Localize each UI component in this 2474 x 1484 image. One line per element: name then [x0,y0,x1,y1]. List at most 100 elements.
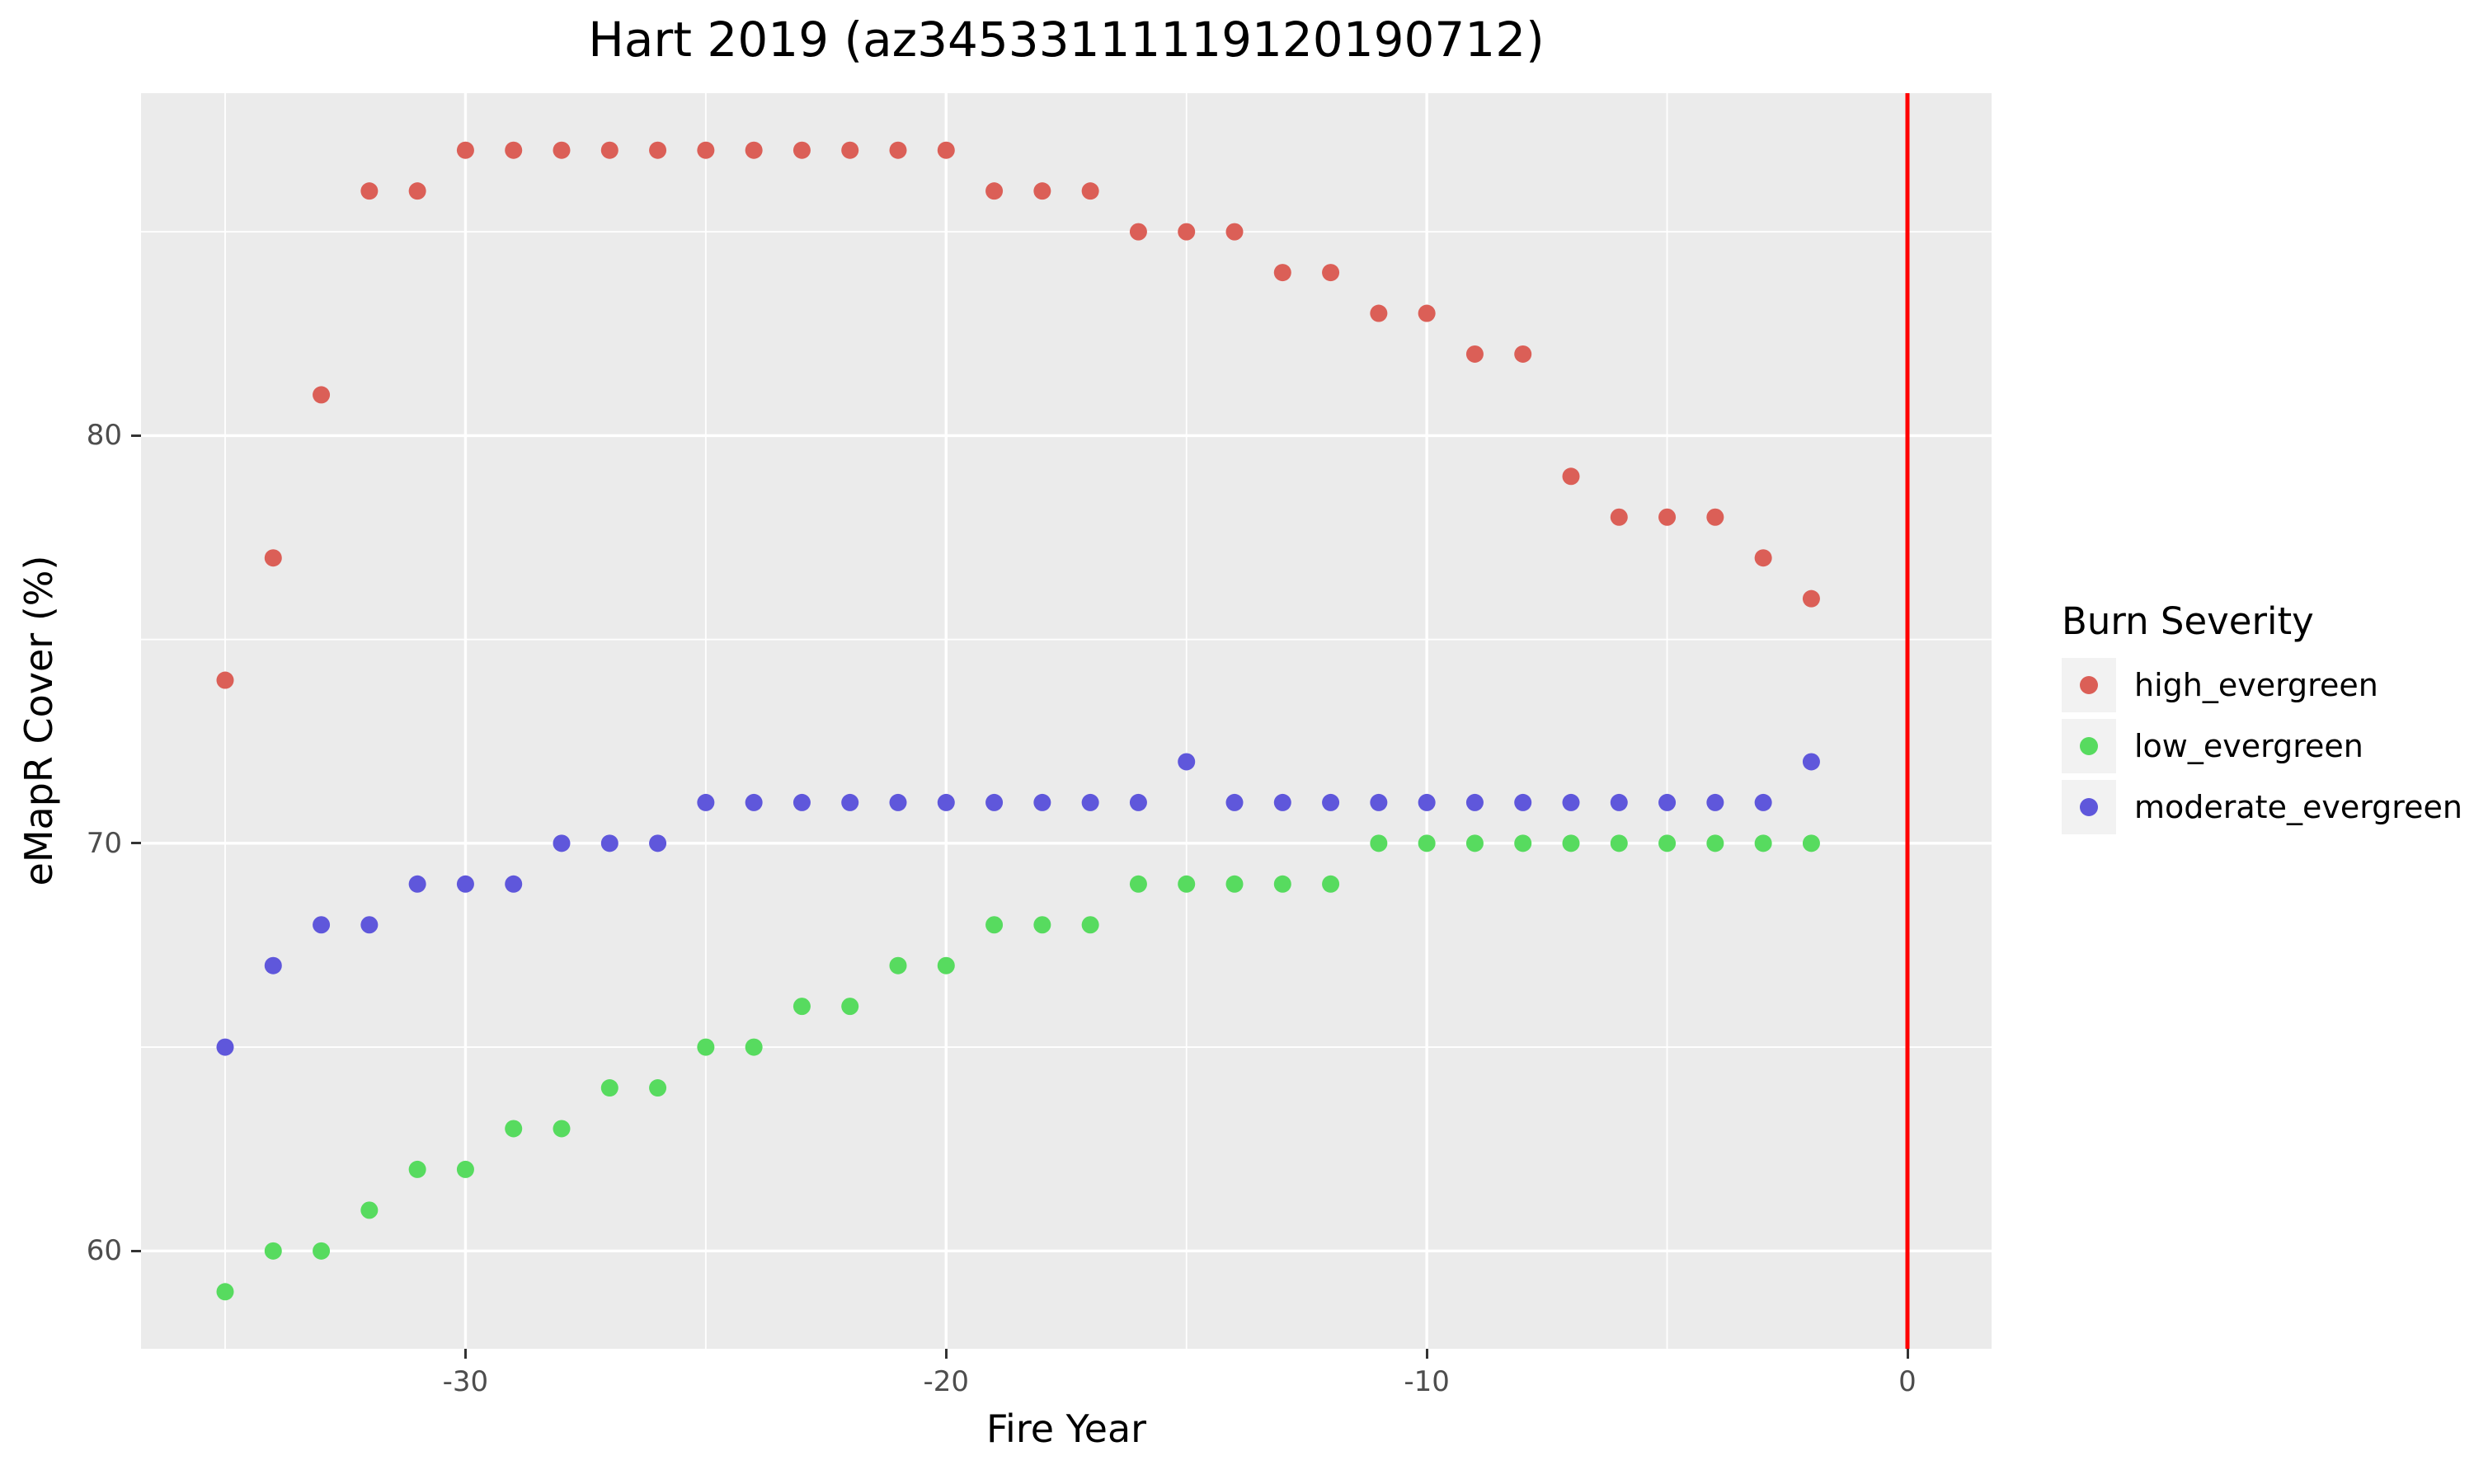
data-point-moderate_evergreen [1418,793,1436,811]
data-point-high_evergreen [793,141,811,159]
y-tick-label: 60 [86,1234,122,1268]
y-tick-mark [131,1249,141,1252]
y-tick-label: 80 [86,419,122,453]
data-point-high_evergreen [841,141,859,159]
legend-dot-icon [2080,737,2098,755]
data-point-moderate_evergreen [1273,793,1291,811]
data-point-high_evergreen [553,141,571,159]
x-tick-label: -10 [1404,1365,1450,1398]
data-point-low_evergreen [1514,834,1532,852]
data-point-high_evergreen [937,141,955,159]
legend-title: Burn Severity [2062,599,2314,643]
legend-dot-icon [2080,676,2098,694]
data-point-high_evergreen [985,182,1004,200]
data-point-moderate_evergreen [985,793,1004,811]
data-point-moderate_evergreen [1802,753,1820,771]
data-point-low_evergreen [649,1079,667,1097]
data-point-moderate_evergreen [313,916,331,934]
data-point-moderate_evergreen [745,793,763,811]
data-point-moderate_evergreen [1754,793,1772,811]
data-point-moderate_evergreen [1129,793,1147,811]
data-point-moderate_evergreen [1370,793,1388,811]
plot-title: Hart 2019 (az34533111119120190712) [588,12,1545,68]
data-point-high_evergreen [264,549,282,567]
data-point-high_evergreen [1610,508,1628,526]
data-point-high_evergreen [313,386,331,404]
data-point-low_evergreen [553,1120,571,1138]
legend-entries: high_evergreen low_evergreen moderate_ever… [2062,658,2462,834]
x-tick-mark [944,1349,948,1359]
data-point-high_evergreen [1178,223,1196,241]
legend-label: low_evergreen [2134,728,2363,764]
data-point-low_evergreen [1802,834,1820,852]
data-point-high_evergreen [1273,264,1291,282]
legend-entry-low_evergreen: low_evergreen [2062,719,2462,773]
data-point-low_evergreen [985,916,1004,934]
data-point-moderate_evergreen [360,916,379,934]
data-point-low_evergreen [408,1160,426,1178]
data-point-high_evergreen [360,182,379,200]
data-point-low_evergreen [1225,875,1244,893]
y-axis-title: eMapR Cover (%) [16,555,61,886]
data-point-moderate_evergreen [553,834,571,852]
plot-panel [141,93,1992,1349]
data-point-high_evergreen [1514,345,1532,363]
data-point-low_evergreen [1370,834,1388,852]
data-point-low_evergreen [793,998,811,1016]
data-point-low_evergreen [841,998,859,1016]
data-point-moderate_evergreen [697,793,715,811]
legend-label: moderate_evergreen [2134,789,2462,825]
data-point-low_evergreen [313,1242,331,1260]
data-point-high_evergreen [889,141,907,159]
data-point-low_evergreen [697,1038,715,1056]
data-point-moderate_evergreen [216,1038,234,1056]
data-point-low_evergreen [1322,875,1340,893]
data-point-high_evergreen [1322,264,1340,282]
data-point-moderate_evergreen [1658,793,1677,811]
data-point-low_evergreen [600,1079,618,1097]
legend-entry-high_evergreen: high_evergreen [2062,658,2462,712]
plot-area [141,93,1992,1349]
data-point-moderate_evergreen [505,875,523,893]
legend-dot-icon [2080,798,2098,816]
data-point-moderate_evergreen [841,793,859,811]
data-point-low_evergreen [1562,834,1580,852]
data-point-moderate_evergreen [1514,793,1532,811]
data-point-low_evergreen [216,1283,234,1301]
data-point-low_evergreen [1273,875,1291,893]
data-point-low_evergreen [1129,875,1147,893]
data-point-high_evergreen [1465,345,1484,363]
x-axis-title: Fire Year [985,1407,1147,1451]
data-point-low_evergreen [1178,875,1196,893]
data-point-high_evergreen [1370,304,1388,322]
legend: Burn Severity high_evergreen low_evergree… [2062,599,2462,841]
x-tick-mark [1425,1349,1428,1359]
data-point-high_evergreen [1754,549,1772,567]
data-point-low_evergreen [1658,834,1677,852]
data-point-low_evergreen [456,1160,474,1178]
data-point-moderate_evergreen [1322,793,1340,811]
data-point-moderate_evergreen [1465,793,1484,811]
data-point-low_evergreen [1033,916,1051,934]
data-point-high_evergreen [408,182,426,200]
data-point-high_evergreen [1033,182,1051,200]
y-tick-mark [131,842,141,845]
data-point-high_evergreen [1706,508,1724,526]
data-point-low_evergreen [1610,834,1628,852]
data-point-high_evergreen [1129,223,1147,241]
data-point-high_evergreen [1658,508,1677,526]
data-point-low_evergreen [360,1201,379,1219]
data-point-high_evergreen [456,141,474,159]
data-point-high_evergreen [697,141,715,159]
data-point-moderate_evergreen [937,793,955,811]
data-point-moderate_evergreen [1033,793,1051,811]
data-point-low_evergreen [1418,834,1436,852]
x-tick-label: 0 [1898,1365,1917,1398]
data-point-moderate_evergreen [264,956,282,974]
data-point-low_evergreen [1465,834,1484,852]
x-tick-label: -30 [442,1365,489,1398]
data-point-moderate_evergreen [889,793,907,811]
data-point-high_evergreen [649,141,667,159]
data-point-high_evergreen [1225,223,1244,241]
